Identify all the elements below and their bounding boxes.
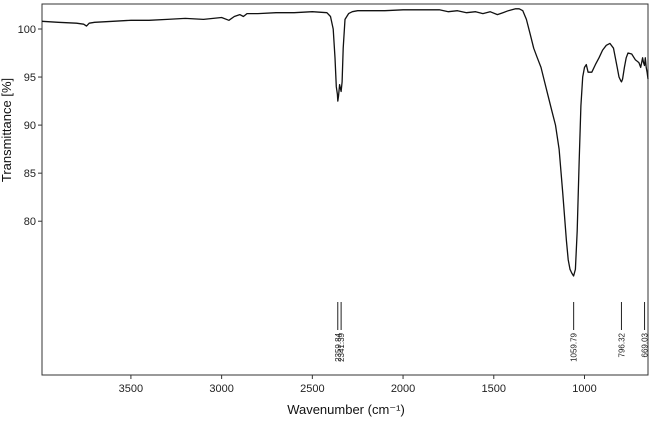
y-axis-title: Transmittance [%] <box>0 78 14 182</box>
peak-label: 796.32 <box>618 332 627 357</box>
y-tick-label: 90 <box>24 120 36 132</box>
y-tick-label: 80 <box>24 216 36 228</box>
peak-label: 2359.84 <box>334 332 343 361</box>
y-tick-label: 85 <box>24 168 36 180</box>
y-tick-label: 95 <box>24 72 36 84</box>
spectrum-line <box>41 8 649 277</box>
x-tick-label: 3000 <box>209 383 233 395</box>
x-tick-label: 3500 <box>119 383 143 395</box>
x-axis-title: Wavenumber (cm⁻¹) <box>287 402 405 417</box>
x-tick-label: 2000 <box>391 383 415 395</box>
x-tick-label: 2500 <box>300 383 324 395</box>
x-tick-label: 1000 <box>572 383 596 395</box>
y-tick-label: 100 <box>18 24 36 36</box>
peak-label: 1059.79 <box>570 332 579 361</box>
x-tick-label: 1500 <box>482 383 506 395</box>
peak-label: 2341.39 <box>337 332 346 361</box>
peak-label: 669.03 <box>641 332 650 357</box>
plot-frame <box>41 3 649 376</box>
